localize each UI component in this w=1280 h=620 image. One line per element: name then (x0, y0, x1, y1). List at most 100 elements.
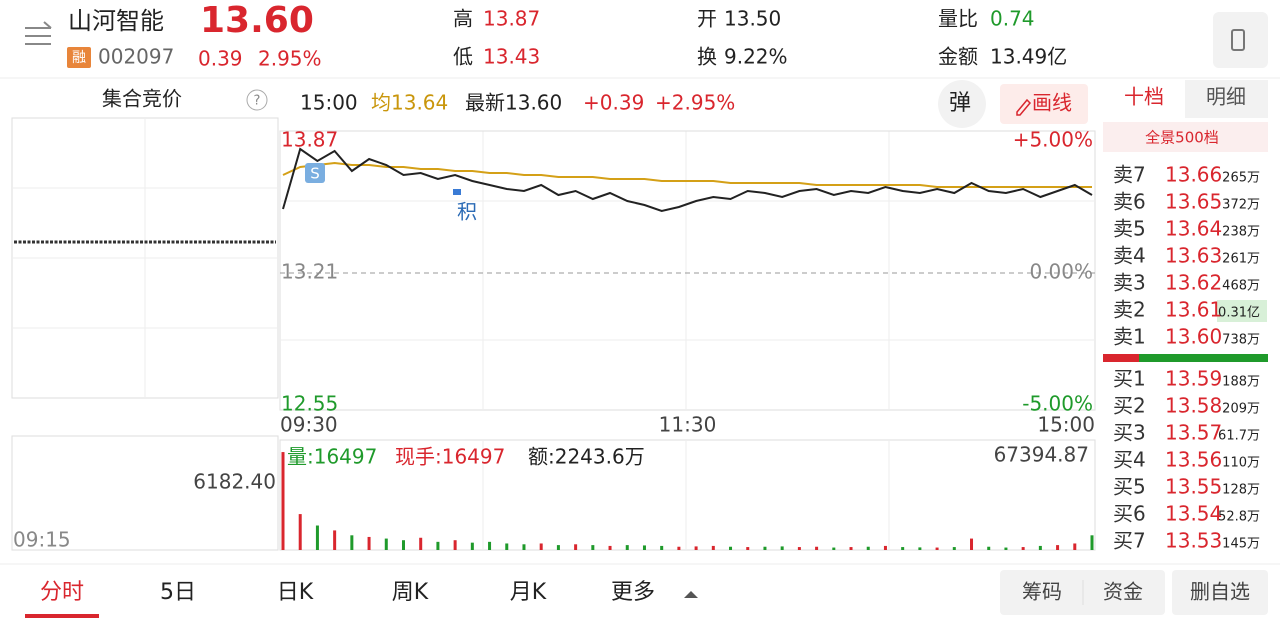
auction-time: 09:15 (13, 528, 71, 552)
nav-button[interactable]: 删自选 (1190, 580, 1250, 604)
popup-text: 弹 (949, 91, 971, 116)
y-tick-label: 13.87 (281, 128, 338, 152)
more-arrow[interactable] (684, 591, 698, 598)
y2-tick-label: +5.00% (1013, 128, 1093, 152)
book-label: 买2 (1113, 394, 1146, 418)
book-label: 买6 (1113, 502, 1146, 526)
stat-value: 0.74 (990, 7, 1035, 31)
volume-bar (729, 546, 733, 550)
volume-bar (350, 535, 354, 550)
volume-bar (488, 541, 492, 550)
book-price: 13.66 (1165, 163, 1222, 187)
stat-label: 金额 (938, 45, 978, 69)
nav-tab[interactable]: 5日 (160, 580, 196, 605)
volume-bar (367, 536, 371, 550)
order-book: 十档 明细 全景500档 (1103, 80, 1268, 362)
auction-title: 集合竞价 (102, 87, 182, 111)
annotation: S (310, 165, 320, 183)
volume-bar (1021, 547, 1025, 550)
stock-name: 山河智能 (68, 7, 164, 35)
volume-bar (901, 547, 905, 550)
book-volume: 261万 (1222, 252, 1260, 267)
menu-icon[interactable] (25, 21, 52, 45)
book-volume: 128万 (1222, 483, 1260, 498)
volume-bar (1056, 545, 1060, 550)
draw-text: 画线 (1032, 91, 1072, 115)
book-price: 13.61 (1165, 298, 1222, 322)
volume-bar (608, 545, 612, 550)
landscape-button[interactable] (1213, 12, 1268, 68)
v-grid (482, 440, 890, 550)
x-tick-label: 11:30 (659, 413, 717, 437)
volume-bar (797, 547, 801, 550)
subtitle-bg (1103, 122, 1268, 152)
volume-bar (315, 525, 319, 550)
volume-bar (436, 541, 440, 550)
nav-tab[interactable]: 更多 (611, 580, 655, 605)
volume-bar (970, 538, 974, 550)
volume-bar (815, 546, 819, 550)
nav-button[interactable]: 资金 (1103, 580, 1143, 604)
tab[interactable]: 十档 (1124, 85, 1164, 109)
stat-value: 13.49亿 (990, 45, 1067, 69)
volume-bar (849, 547, 853, 550)
v-grid (482, 131, 890, 410)
volume-bar (883, 545, 887, 550)
stat-value: 13.43 (483, 45, 540, 69)
button-bg (1172, 570, 1268, 615)
price-line (282, 161, 1092, 188)
volume-bar (1073, 543, 1077, 550)
book-price: 13.62 (1165, 271, 1222, 295)
volume-bar (419, 537, 423, 550)
nav-tab[interactable]: 分时 (40, 580, 84, 605)
tab-active-bg (1103, 80, 1185, 118)
nav-button[interactable]: 筹码 (1022, 580, 1062, 604)
book-price: 13.57 (1165, 421, 1222, 445)
volume-bar (591, 545, 595, 550)
volume-bar (746, 547, 750, 550)
book-label: 卖2 (1113, 298, 1146, 322)
volume-bar (780, 546, 784, 550)
book-price: 13.63 (1165, 244, 1222, 268)
nav-tab[interactable]: 月K (510, 580, 547, 605)
book-volume: 468万 (1222, 279, 1260, 294)
book-price: 13.58 (1165, 394, 1222, 418)
stat-label: 高 (453, 7, 473, 31)
book-volume: 145万 (1222, 537, 1260, 552)
book-volume: 738万 (1222, 333, 1260, 348)
book-label: 买5 (1113, 475, 1146, 499)
help-icon[interactable] (246, 89, 268, 111)
volume-bar (866, 546, 870, 550)
stat-value: 13.87 (483, 7, 540, 31)
book-price: 13.64 (1165, 217, 1222, 241)
tab[interactable]: 明细 (1206, 85, 1246, 109)
nav-tab[interactable]: 日K (277, 580, 314, 605)
book-label: 卖3 (1113, 271, 1146, 295)
x-tick-label: 15:00 (1037, 413, 1095, 437)
y2-tick-label: 0.00% (1029, 260, 1093, 284)
volume-bar (987, 546, 991, 550)
volume-bar (539, 543, 543, 550)
tab-underline (25, 614, 99, 618)
book-label: 卖6 (1113, 190, 1146, 214)
bottom-nav: 分时 5日 日K 周K 月K 更多 筹码 资金 删自选 (0, 563, 1280, 618)
price: 13.60 (200, 0, 314, 41)
nav-tab[interactable]: 周K (392, 580, 429, 605)
x-tick-label: 09:30 (280, 413, 338, 437)
volume-bar (763, 546, 767, 550)
highlight (1217, 300, 1267, 322)
code: 002097 (98, 45, 174, 69)
book-volume: 372万 (1222, 198, 1260, 213)
book-price: 13.55 (1165, 475, 1222, 499)
volume-bar (333, 530, 337, 550)
draw-button[interactable] (1000, 84, 1088, 124)
volume-bar (505, 543, 509, 550)
info-time: 15:00 (300, 91, 358, 115)
subtitle[interactable]: 全景500档 (1145, 129, 1219, 147)
volume-bar (1038, 545, 1042, 550)
popup-button[interactable] (938, 80, 986, 128)
price-frame (279, 130, 1096, 411)
book-price: 13.65 (1165, 190, 1222, 214)
volume-bar (625, 545, 629, 550)
